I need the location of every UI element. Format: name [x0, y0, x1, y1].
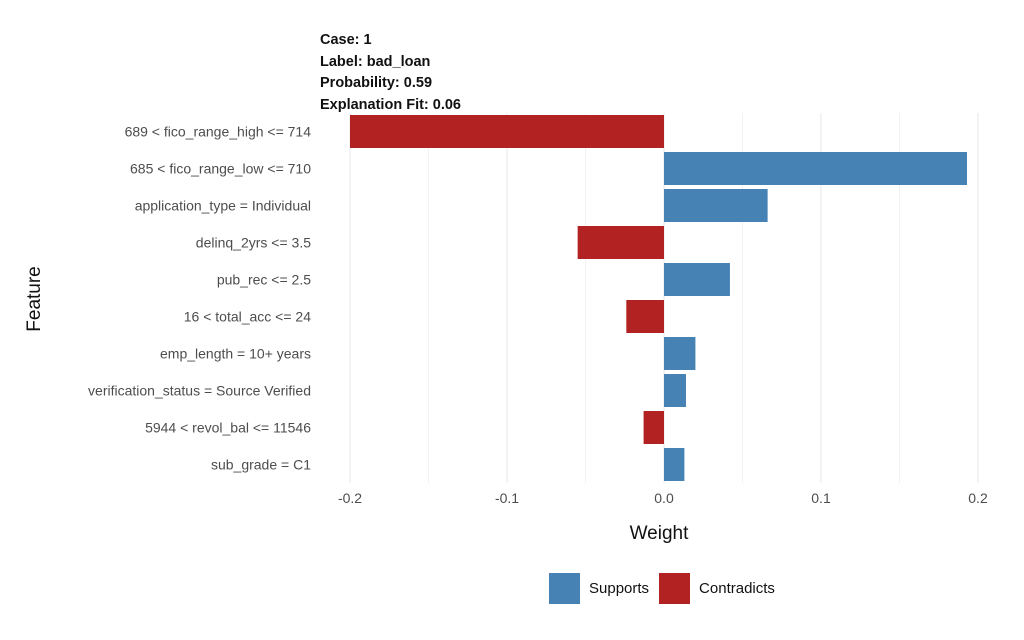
bar-4	[664, 263, 730, 296]
y-tick-label: emp_length = 10+ years	[160, 346, 311, 362]
x-axis-title: Weight	[630, 523, 690, 544]
y-axis-title: Feature	[24, 266, 45, 331]
legend-swatch-supports	[549, 573, 580, 604]
x-tick-label: -0.2	[338, 490, 362, 506]
chart-header: Case: 1 Label: bad_loan Probability: 0.5…	[320, 30, 461, 116]
bar-1	[664, 152, 968, 185]
y-tick-labels: 689 < fico_range_high <= 714 685 < fico_r…	[88, 124, 311, 473]
y-tick-label: sub_grade = C1	[211, 457, 311, 473]
bar-3	[577, 226, 664, 259]
y-tick-label: verification_status = Source Verified	[88, 383, 311, 399]
legend: Supports Contradicts	[549, 573, 785, 604]
bar-8	[643, 411, 664, 444]
bar-5	[626, 300, 664, 333]
bar-7	[664, 374, 686, 407]
case-label: Case: 1	[320, 32, 372, 48]
explanation-fit-label: Explanation Fit: 0.06	[320, 96, 461, 113]
legend-swatch-contradicts	[659, 573, 691, 604]
bar-2	[664, 189, 768, 222]
y-tick-label: application_type = Individual	[135, 198, 311, 214]
y-tick-label: 689 < fico_range_high <= 714	[125, 124, 312, 140]
legend-item-supports: Supports	[549, 573, 649, 604]
y-tick-label: 685 < fico_range_low <= 710	[130, 161, 311, 177]
y-tick-label: 16 < total_acc <= 24	[184, 309, 311, 325]
x-tick-label: 0.1	[811, 490, 831, 506]
bar-9	[664, 448, 685, 481]
bars	[350, 115, 968, 481]
legend-label-supports: Supports	[589, 580, 650, 597]
probability-label: Probability: 0.59	[320, 75, 433, 91]
x-tick-label: 0.0	[654, 490, 674, 506]
x-tick-labels: -0.2 -0.1 0.0 0.1 0.2	[338, 490, 988, 506]
legend-item-contradicts: Contradicts	[659, 573, 775, 604]
label-label: Label: bad_loan	[320, 53, 431, 70]
bar-6	[664, 337, 696, 370]
y-tick-label: 5944 < revol_bal <= 11546	[145, 420, 311, 436]
legend-label-contradicts: Contradicts	[699, 580, 775, 597]
x-tick-label: 0.2	[968, 490, 988, 506]
x-tick-label: -0.1	[495, 490, 519, 506]
y-tick-label: pub_rec <= 2.5	[217, 272, 311, 288]
bar-0	[350, 115, 664, 148]
y-tick-label: delinq_2yrs <= 3.5	[196, 235, 311, 251]
